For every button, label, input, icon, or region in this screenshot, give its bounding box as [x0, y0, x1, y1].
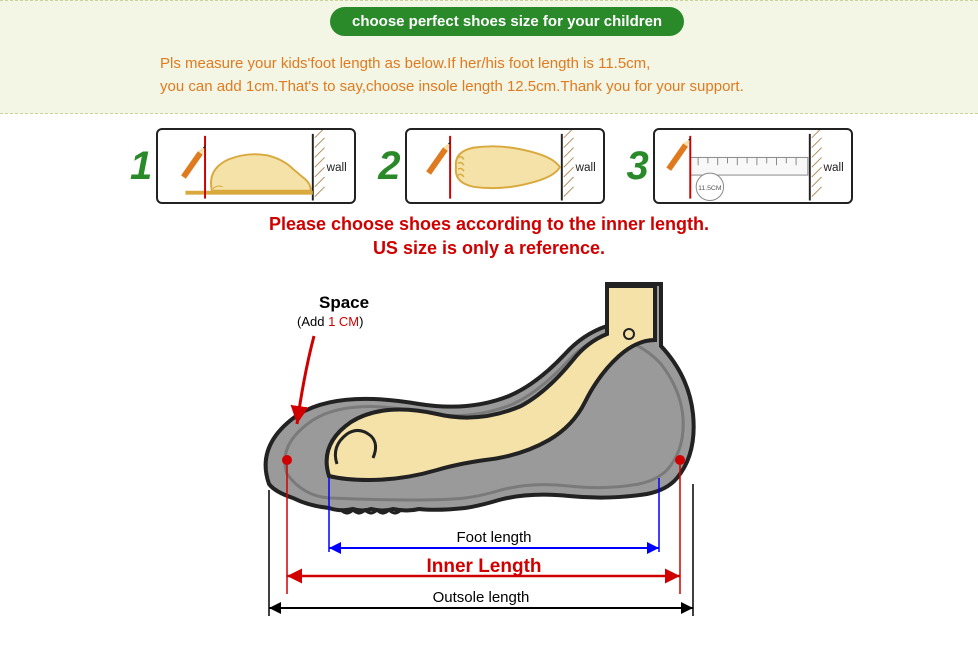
steps-row: 1 wall — [0, 128, 978, 204]
space-label: Space — [319, 293, 369, 312]
instruction-line2: you can add 1cm.That's to say,choose ins… — [160, 78, 744, 95]
shoe-diagram: Space (Add 1 CM) Foot length Inner Lengt… — [169, 264, 809, 634]
step-num-1: 1 — [130, 146, 152, 186]
shoe-svg: Space (Add 1 CM) Foot length Inner Lengt… — [169, 264, 809, 634]
step-box-1: wall — [156, 128, 356, 204]
wall-label-2: wall — [574, 161, 595, 174]
step-box-2: wall — [405, 128, 605, 204]
step-3: 3 wall — [627, 128, 853, 204]
instruction-text: Pls measure your kids'foot length as bel… — [0, 36, 978, 99]
svg-text:(Add 1 CM): (Add 1 CM) — [297, 314, 363, 329]
instruction-line1: Pls measure your kids'foot length as bel… — [160, 55, 650, 72]
header-area: choose perfect shoes size for your child… — [0, 0, 978, 114]
header-pill: choose perfect shoes size for your child… — [330, 7, 684, 36]
wall-label-1: wall — [326, 161, 347, 174]
step-num-3: 3 — [627, 146, 649, 186]
step1-svg: wall — [158, 130, 354, 204]
warning-line1: Please choose shoes according to the inn… — [269, 214, 709, 234]
warning-text: Please choose shoes according to the inn… — [0, 212, 978, 261]
warning-line2: US size is only a reference. — [373, 238, 605, 258]
step-2: 2 wall — [378, 128, 604, 204]
ruler-value: 11.5CM — [698, 184, 722, 191]
space-add-value: 1 CM — [328, 314, 359, 329]
step3-svg: wall 11. — [655, 130, 851, 204]
step-box-3: wall 11. — [653, 128, 853, 204]
space-add-prefix: (Add — [297, 314, 328, 329]
space-add-suffix: ) — [359, 314, 363, 329]
step2-svg: wall — [407, 130, 603, 204]
foot-length-label: Foot length — [456, 529, 531, 546]
step-num-2: 2 — [378, 146, 400, 186]
step-1: 1 wall — [130, 128, 356, 204]
inner-length-label: Inner Length — [426, 556, 541, 577]
wall-label-3: wall — [822, 161, 843, 174]
outsole-length-label: Outsole length — [433, 589, 530, 606]
